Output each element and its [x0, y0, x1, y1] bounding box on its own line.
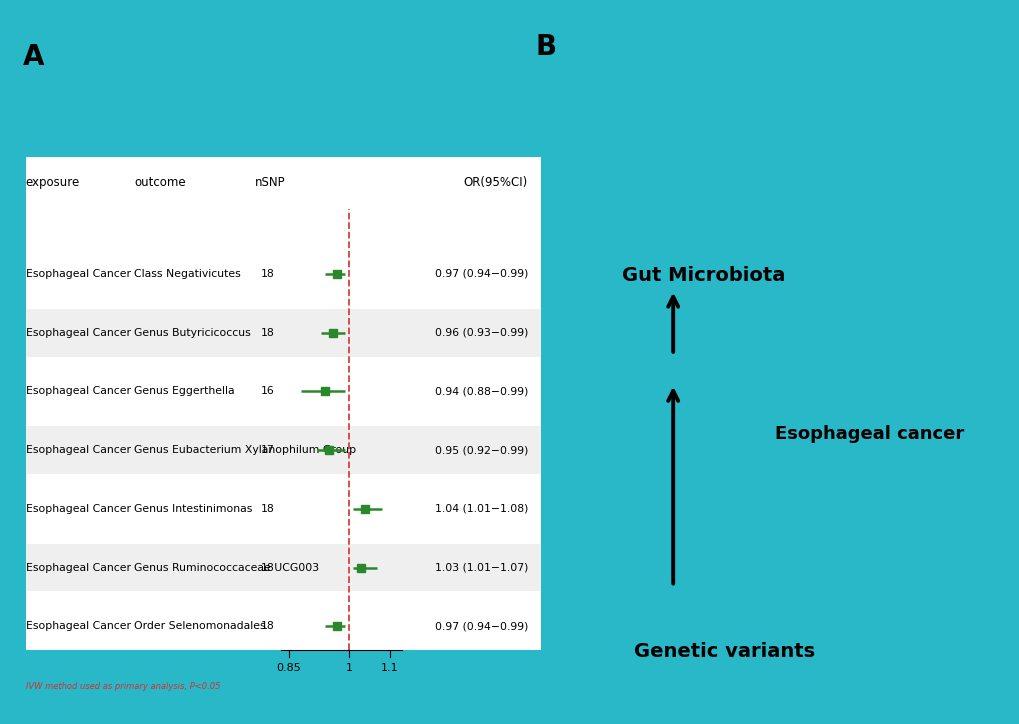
Bar — [25, 485, 540, 533]
Text: 17: 17 — [260, 445, 274, 455]
Text: 18: 18 — [260, 621, 274, 631]
Text: exposure: exposure — [25, 177, 79, 190]
Text: Esophageal Cancer: Esophageal Cancer — [25, 269, 130, 279]
Text: 18: 18 — [260, 269, 274, 279]
Text: 0.95 (0.92−0.99): 0.95 (0.92−0.99) — [434, 445, 528, 455]
Text: Esophageal Cancer: Esophageal Cancer — [25, 621, 130, 631]
Text: Order Selenomonadales: Order Selenomonadales — [133, 621, 265, 631]
Bar — [25, 309, 540, 356]
Bar — [25, 544, 540, 592]
Text: A: A — [22, 43, 44, 72]
Bar — [25, 156, 540, 626]
Text: IVW method used as primary analysis, P<0.05: IVW method used as primary analysis, P<0… — [25, 683, 220, 691]
Text: Genus Eubacterium Xylanophilum Group: Genus Eubacterium Xylanophilum Group — [133, 445, 356, 455]
Text: Esophageal cancer: Esophageal cancer — [774, 426, 964, 443]
Bar — [25, 368, 540, 416]
Text: 18: 18 — [260, 328, 274, 337]
Text: 1.1: 1.1 — [380, 663, 398, 673]
Text: Esophageal Cancer: Esophageal Cancer — [25, 328, 130, 337]
Bar — [25, 251, 540, 298]
Text: 1: 1 — [345, 663, 353, 673]
Text: Genus Eggerthella: Genus Eggerthella — [133, 387, 234, 397]
Text: Genus Ruminococcaceae UCG003: Genus Ruminococcaceae UCG003 — [133, 563, 319, 573]
Text: Genetic variants: Genetic variants — [633, 642, 814, 661]
Text: Esophageal Cancer: Esophageal Cancer — [25, 504, 130, 514]
Text: 0.97 (0.94−0.99): 0.97 (0.94−0.99) — [434, 621, 528, 631]
Text: Genus Intestinimonas: Genus Intestinimonas — [133, 504, 253, 514]
Text: Gut Microbiota: Gut Microbiota — [622, 266, 785, 285]
Text: nSNP: nSNP — [255, 177, 285, 190]
Text: Esophageal Cancer: Esophageal Cancer — [25, 563, 130, 573]
Text: 1.03 (1.01−1.07): 1.03 (1.01−1.07) — [434, 563, 528, 573]
Text: Esophageal Cancer: Esophageal Cancer — [25, 445, 130, 455]
Bar — [25, 602, 540, 650]
Text: B: B — [535, 33, 556, 61]
Text: 0.96 (0.93−0.99): 0.96 (0.93−0.99) — [434, 328, 528, 337]
Text: 18: 18 — [260, 563, 274, 573]
Text: outcome: outcome — [133, 177, 185, 190]
Text: Genus Butyricicoccus: Genus Butyricicoccus — [133, 328, 251, 337]
Text: OR(95%CI): OR(95%CI) — [464, 177, 528, 190]
Bar — [25, 426, 540, 474]
Text: 16: 16 — [260, 387, 274, 397]
Text: Class Negativicutes: Class Negativicutes — [133, 269, 240, 279]
Text: 18: 18 — [260, 504, 274, 514]
Text: 0.97 (0.94−0.99): 0.97 (0.94−0.99) — [434, 269, 528, 279]
Text: 0.94 (0.88−0.99): 0.94 (0.88−0.99) — [434, 387, 528, 397]
Text: 0.85: 0.85 — [276, 663, 301, 673]
Text: 1.04 (1.01−1.08): 1.04 (1.01−1.08) — [434, 504, 528, 514]
Text: Esophageal Cancer: Esophageal Cancer — [25, 387, 130, 397]
